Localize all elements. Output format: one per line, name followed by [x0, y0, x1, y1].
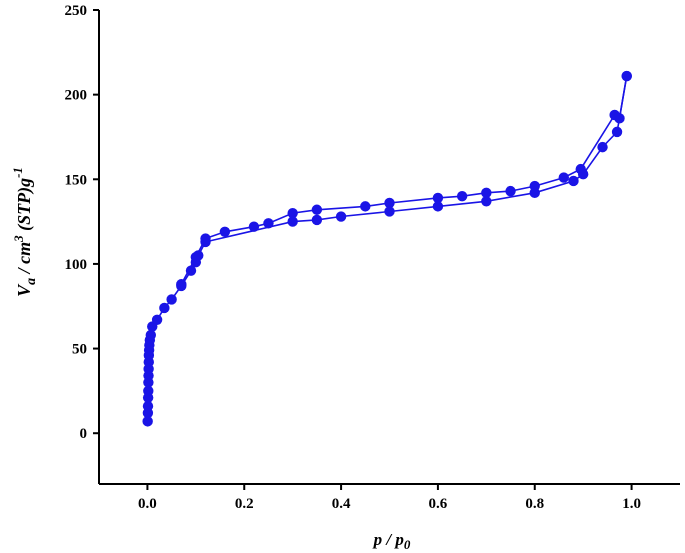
data-point [200, 233, 211, 244]
data-point [505, 185, 516, 197]
data-point [432, 201, 444, 212]
data-point [481, 187, 492, 199]
data-point [143, 385, 154, 397]
data-point [335, 211, 347, 222]
y-tick-label: 150 [65, 172, 88, 188]
y-tick-label: 250 [65, 3, 88, 19]
data-point [166, 294, 177, 305]
data-point [456, 191, 468, 202]
y-tick-label: 0 [80, 426, 88, 442]
x-tick-label: 0.0 [138, 496, 157, 512]
data-point [621, 70, 632, 82]
data-point [432, 192, 444, 204]
x-tick-label: 1.0 [622, 496, 641, 512]
y-tick-label: 200 [65, 88, 88, 104]
y-axis-title: Va / cm3 (STP)g-1 [10, 167, 39, 297]
y-axis-title-mid: / cm [14, 242, 34, 278]
data-point [263, 218, 274, 229]
data-point [609, 109, 620, 121]
y-ticks: 0 50 100 150 200 250 [65, 3, 99, 442]
data-point [190, 251, 202, 263]
data-point [311, 204, 323, 215]
data-point [185, 265, 197, 276]
y-axis-title-tail: (STP)g [14, 178, 35, 236]
x-axis-title: p / p0 [372, 530, 411, 552]
series-points [142, 70, 632, 427]
data-point [142, 416, 153, 427]
x-tick-label: 0.8 [525, 496, 544, 512]
data-point [311, 214, 323, 226]
data-point [529, 180, 540, 192]
plot-area: 0.0 0.2 0.4 0.6 0.8 1.0 0 50 100 150 200 250 [65, 3, 680, 512]
data-point [611, 126, 623, 138]
data-point [481, 196, 492, 207]
x-tick-label: 0.4 [332, 496, 351, 512]
data-point [558, 172, 569, 183]
x-tick-label: 0.2 [235, 496, 254, 512]
data-point [159, 302, 170, 314]
data-point [384, 206, 395, 217]
x-ticks: 0.0 0.2 0.4 0.6 0.8 1.0 [138, 484, 641, 512]
data-point [287, 207, 298, 219]
x-tick-label: 0.6 [429, 496, 448, 512]
y-tick-label: 50 [72, 342, 87, 358]
data-point [142, 400, 154, 412]
data-point [145, 329, 157, 341]
data-point [575, 163, 586, 175]
y-axis-title-sub: a [24, 278, 39, 285]
data-point [597, 141, 608, 153]
y-tick-label: 100 [65, 257, 88, 273]
x-axis-title-sub: 0 [404, 537, 411, 552]
data-point [248, 221, 260, 232]
data-point [360, 201, 371, 212]
data-point [219, 226, 231, 237]
series-line-1 [146, 75, 628, 422]
x-axis-title-main: p / p [372, 530, 404, 549]
y-axis-title-sup: 3 [11, 235, 26, 243]
data-point [287, 216, 298, 227]
data-point [151, 314, 163, 325]
series-lines [146, 75, 628, 422]
y-axis-title-sup2: -1 [10, 167, 25, 178]
data-point [568, 175, 579, 187]
data-point [176, 279, 187, 290]
data-point [384, 197, 395, 209]
y-axis-title-main: V [14, 283, 34, 297]
